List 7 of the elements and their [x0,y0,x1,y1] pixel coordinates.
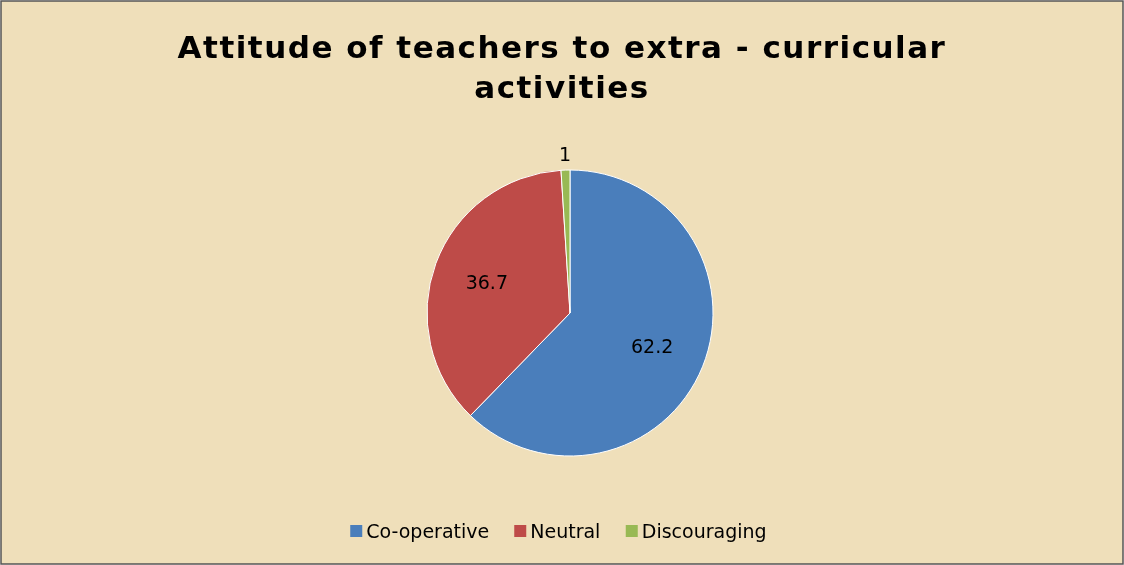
legend-label: Neutral [530,520,601,542]
chart-title: Attitude of teachers to extra - curricular activities [177,29,947,105]
data-label: 36.7 [465,271,508,294]
legend-label: Discouraging [641,520,767,542]
data-label: 1 [558,143,572,166]
data-label: 62.2 [631,335,674,358]
legend-label: Co-operative [366,520,490,542]
